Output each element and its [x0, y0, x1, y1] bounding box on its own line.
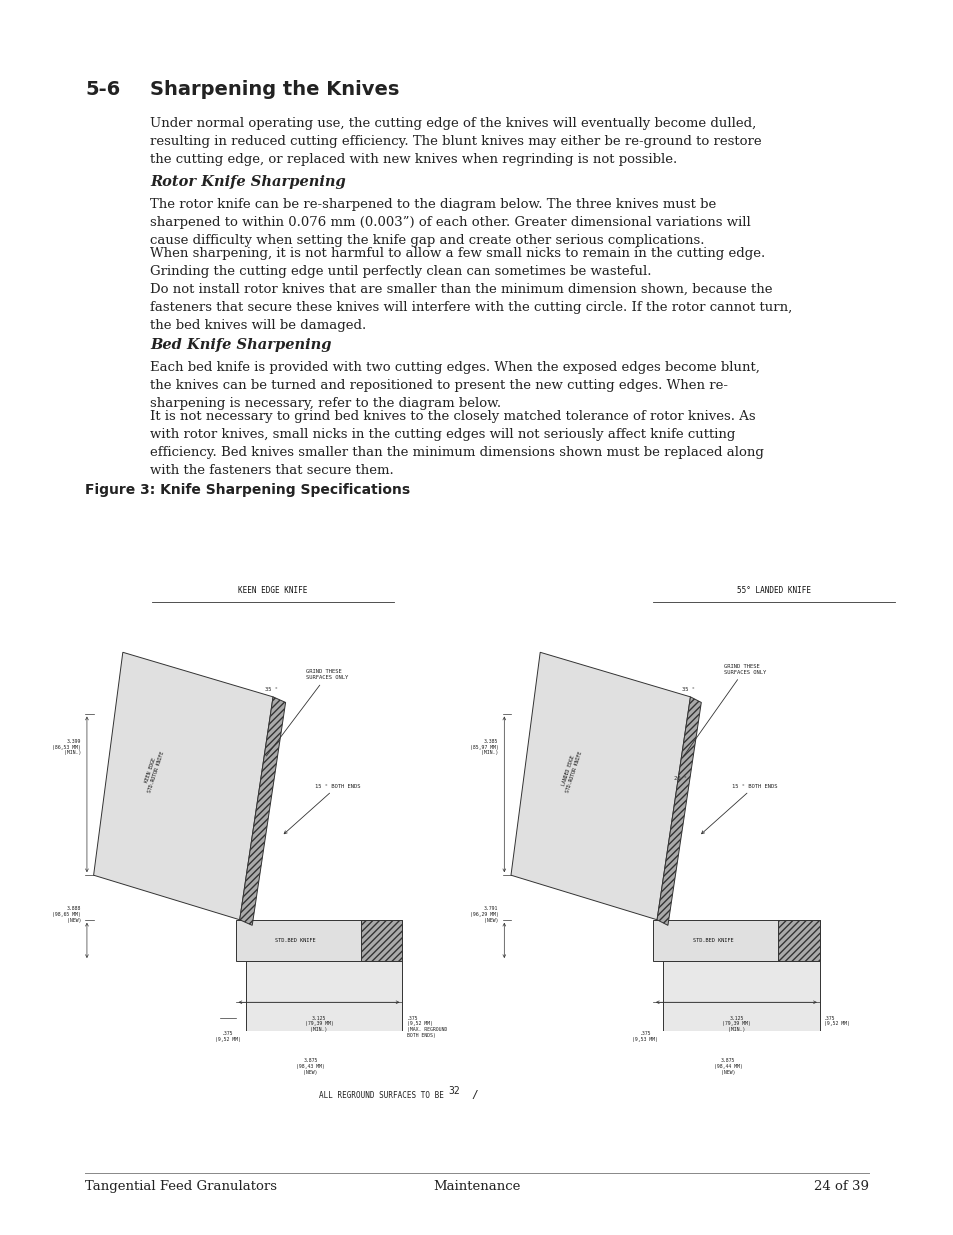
- Text: GRIND THESE
SURFACES ONLY: GRIND THESE SURFACES ONLY: [683, 663, 765, 756]
- Text: When sharpening, it is not harmful to allow a few small nicks to remain in the c: When sharpening, it is not harmful to al…: [150, 247, 764, 278]
- Text: It is not necessary to grind bed knives to the closely matched tolerance of roto: It is not necessary to grind bed knives …: [150, 410, 763, 477]
- Text: 3.875
(98,43 MM)
(NEW): 3.875 (98,43 MM) (NEW): [296, 1058, 325, 1074]
- Text: Figure 3: Knife Sharpening Specifications: Figure 3: Knife Sharpening Specification…: [85, 483, 410, 496]
- Text: Sharpening the Knives: Sharpening the Knives: [150, 80, 399, 99]
- Text: 24 of 39: 24 of 39: [813, 1179, 868, 1193]
- Text: 3.791
(96,29 MM)
(NEW): 3.791 (96,29 MM) (NEW): [469, 906, 497, 923]
- Text: KEEN EDGE
STD.ROTOR KNIFE: KEEN EDGE STD.ROTOR KNIFE: [142, 750, 165, 794]
- Text: 15 ° BOTH ENDS: 15 ° BOTH ENDS: [284, 783, 360, 834]
- Text: Rotor Knife Sharpening: Rotor Knife Sharpening: [150, 175, 345, 189]
- Text: 32: 32: [448, 1086, 459, 1095]
- Text: 5-6: 5-6: [85, 80, 120, 99]
- Text: /: /: [471, 1091, 478, 1100]
- Text: Do not install rotor knives that are smaller than the minimum dimension shown, b: Do not install rotor knives that are sma…: [150, 283, 791, 332]
- Text: 35 °: 35 °: [264, 687, 277, 692]
- Polygon shape: [239, 697, 285, 925]
- Text: 55° LANDED KNIFE: 55° LANDED KNIFE: [736, 587, 810, 595]
- Text: 3.888
(98,65 MM)
(NEW): 3.888 (98,65 MM) (NEW): [52, 906, 81, 923]
- Text: .375
(9,52 MM): .375 (9,52 MM): [214, 1031, 241, 1042]
- Text: LANDED EDGE
STD.ROTOR KNIFE: LANDED EDGE STD.ROTOR KNIFE: [558, 750, 582, 794]
- Text: ALL REGROUND SURFACES TO BE: ALL REGROUND SURFACES TO BE: [319, 1092, 444, 1100]
- Polygon shape: [511, 652, 690, 920]
- Text: .375
(9,53 MM): .375 (9,53 MM): [632, 1031, 658, 1042]
- Text: STD.BED KNIFE: STD.BED KNIFE: [692, 937, 733, 942]
- Text: .375
(9,52 MM)
(MAX. REGROUND
BOTH ENDS): .375 (9,52 MM) (MAX. REGROUND BOTH ENDS): [406, 1015, 446, 1039]
- Text: 35 °: 35 °: [681, 687, 695, 692]
- Text: 3.385
(85,97 MM)
(MIN.): 3.385 (85,97 MM) (MIN.): [469, 739, 497, 756]
- Bar: [652, 920, 819, 961]
- Polygon shape: [360, 920, 402, 961]
- Polygon shape: [657, 697, 700, 925]
- Text: Maintenance: Maintenance: [433, 1179, 520, 1193]
- Text: 3.875
(98,44 MM)
(NEW): 3.875 (98,44 MM) (NEW): [713, 1058, 741, 1074]
- Text: Under normal operating use, the cutting edge of the knives will eventually becom: Under normal operating use, the cutting …: [150, 117, 760, 165]
- Polygon shape: [778, 920, 819, 961]
- Text: STD.BED KNIFE: STD.BED KNIFE: [275, 937, 315, 942]
- Text: GRIND THESE
SURFACES ONLY: GRIND THESE SURFACES ONLY: [266, 669, 349, 756]
- Bar: [662, 961, 819, 1031]
- Text: Each bed knife is provided with two cutting edges. When the exposed edges become: Each bed knife is provided with two cutt…: [150, 361, 760, 410]
- Text: Tangential Feed Granulators: Tangential Feed Granulators: [85, 1179, 276, 1193]
- Bar: [245, 961, 402, 1031]
- Text: KEEN EDGE KNIFE: KEEN EDGE KNIFE: [238, 587, 308, 595]
- Polygon shape: [93, 652, 273, 920]
- Text: 3.125
(79,39 MM)
(MIN.): 3.125 (79,39 MM) (MIN.): [304, 1015, 333, 1032]
- Text: The rotor knife can be re-sharpened to the diagram below. The three knives must : The rotor knife can be re-sharpened to t…: [150, 198, 750, 247]
- Text: Bed Knife Sharpening: Bed Knife Sharpening: [150, 338, 331, 352]
- Text: 3.399
(86,53 MM)
(MIN.): 3.399 (86,53 MM) (MIN.): [52, 739, 81, 756]
- Text: 3.125
(79,39 MM)
(MIN.): 3.125 (79,39 MM) (MIN.): [721, 1015, 750, 1032]
- Text: .375
(9,52 MM): .375 (9,52 MM): [823, 1015, 849, 1026]
- Text: 20 °: 20 °: [673, 776, 686, 781]
- Bar: [235, 920, 402, 961]
- Text: 15 ° BOTH ENDS: 15 ° BOTH ENDS: [700, 783, 777, 834]
